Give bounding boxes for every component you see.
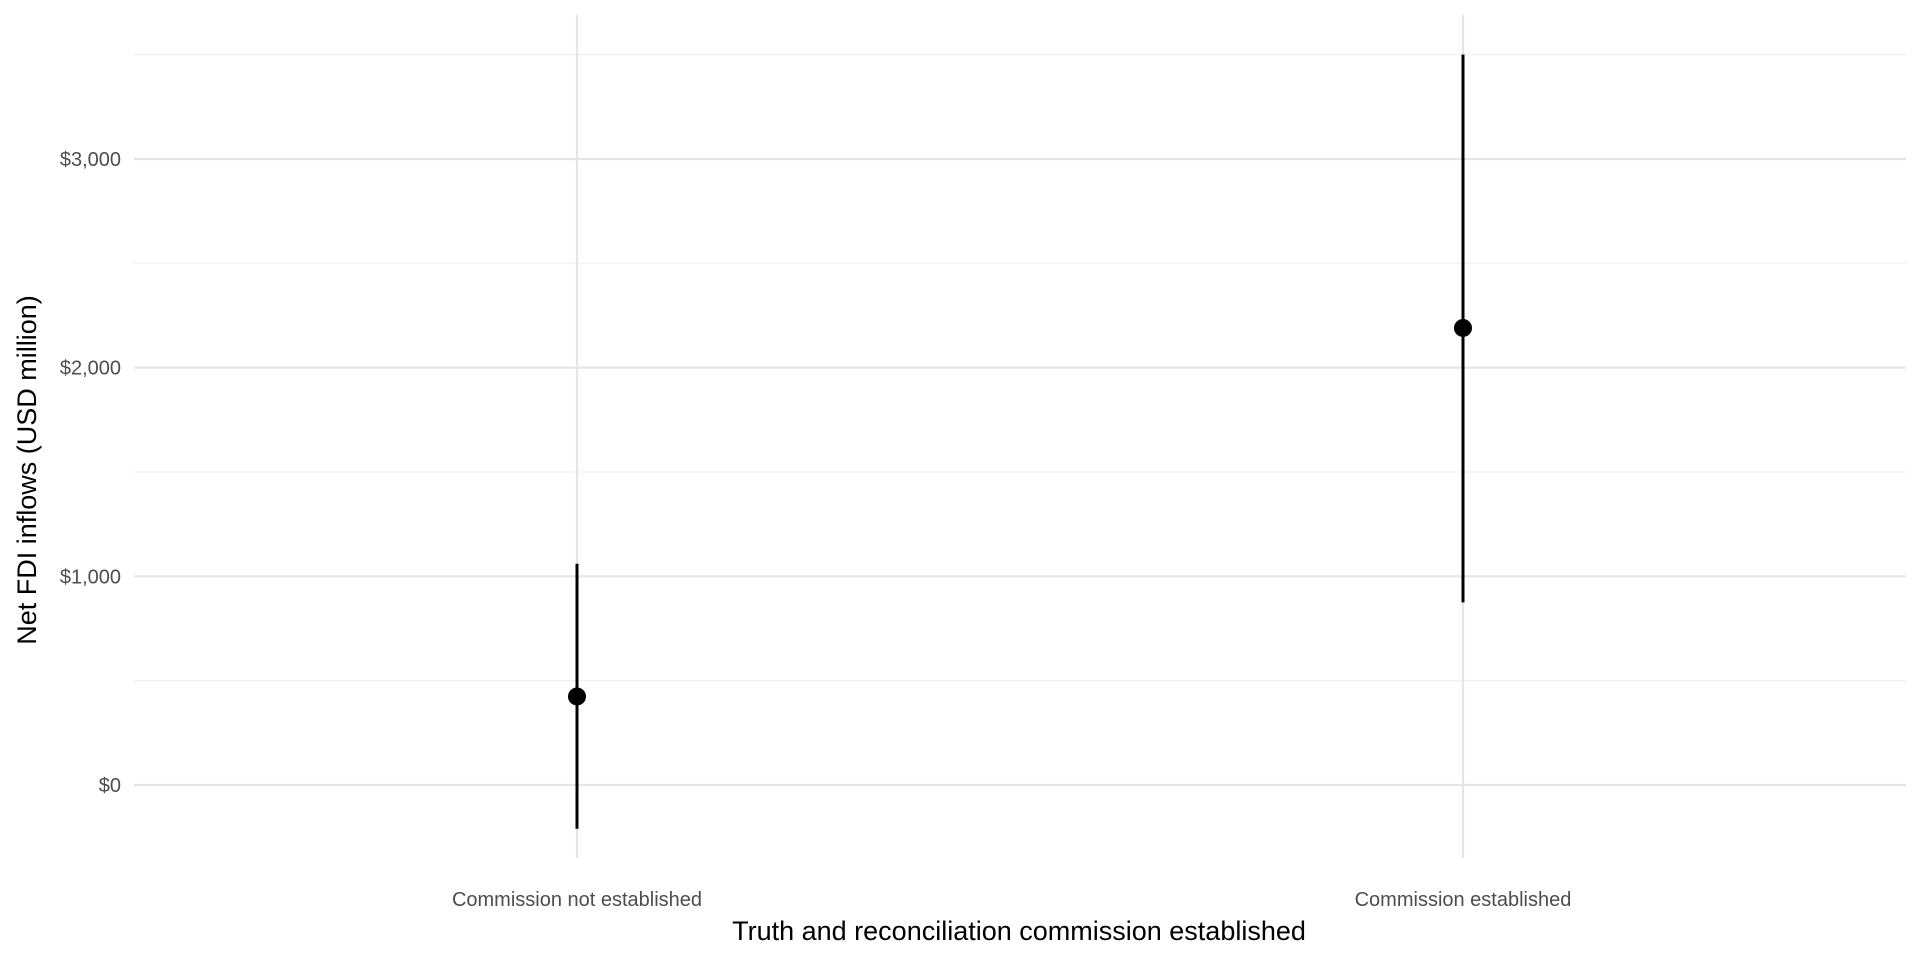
y-tick-label: $3,000 [60,149,121,171]
estimate-point [1454,318,1472,337]
y-tick-label: $2,000 [60,358,121,380]
estimate-point [568,687,586,706]
y-axis-ticks: $0 $1,000 $2,000 $3,000 [60,149,121,797]
x-axis-title: Truth and reconciliation commission esta… [732,916,1306,946]
y-tick-label: $0 [99,775,121,797]
x-axis-ticks: Commission not established Commission est… [452,889,1571,911]
minor-gridlines [134,54,1906,682]
major-gridlines [134,15,1906,858]
x-tick-label: Commission established [1355,889,1572,911]
y-tick-label: $1,000 [60,566,121,588]
error-bars [575,54,1465,829]
x-tick-label: Commission not established [452,889,702,911]
y-axis-title: Net FDI inflows (USD million) [12,295,42,645]
estimate-points [568,318,1472,706]
